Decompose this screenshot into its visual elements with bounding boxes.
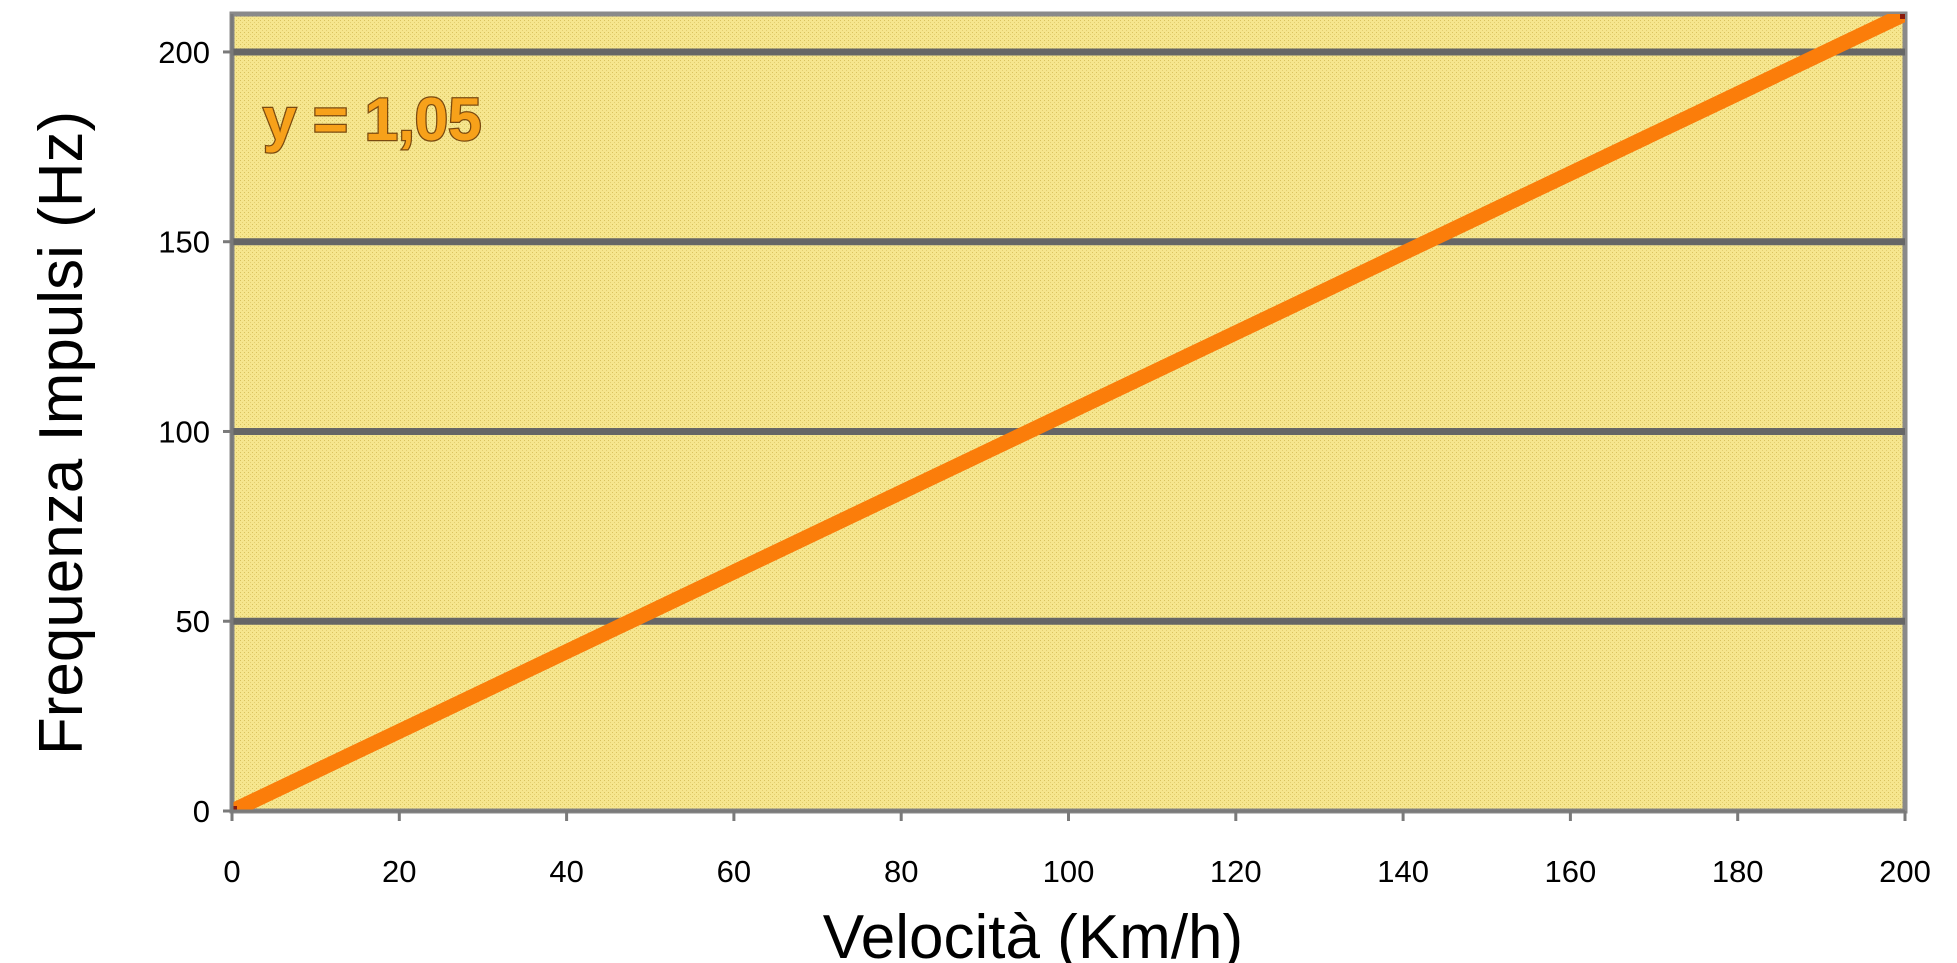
x-tick-label-180: 180 — [1712, 854, 1764, 889]
gridlines — [232, 48, 1905, 625]
series-line-0 — [232, 14, 1905, 811]
y-tick-label-150: 150 — [158, 225, 210, 260]
x-tick-label-60: 60 — [717, 854, 751, 889]
x-tick-label-100: 100 — [1043, 854, 1095, 889]
y-tick-label-100: 100 — [158, 414, 210, 449]
x-tick-label-160: 160 — [1545, 854, 1597, 889]
y-tick-label-0: 0 — [193, 794, 210, 829]
x-tick-label-40: 40 — [549, 854, 583, 889]
series-point-0-1 — [1900, 14, 1905, 19]
y-axis-title: Frequenza Impulsi (Hz) — [27, 111, 96, 755]
series-point-0-0 — [232, 806, 237, 811]
x-axis-title: Velocità (Km/h) — [823, 903, 1243, 963]
y-tick-label-50: 50 — [176, 604, 210, 639]
x-tick-label-80: 80 — [884, 854, 918, 889]
x-tick-label-120: 120 — [1210, 854, 1262, 889]
x-tick-label-140: 140 — [1377, 854, 1429, 889]
equation-annotation: y = 1,05 — [263, 86, 482, 153]
y-tick-label-200: 200 — [158, 35, 210, 70]
series-layer — [232, 14, 1905, 811]
x-tick-label-20: 20 — [382, 854, 416, 889]
y-axis-ticks: 0 50 100 150 200 — [158, 35, 232, 829]
x-tick-label-200: 200 — [1879, 854, 1931, 889]
x-axis-ticks: 0 20 40 60 80 100 120 140 160 180 200 — [223, 811, 1931, 889]
x-tick-label-0: 0 — [223, 854, 240, 889]
